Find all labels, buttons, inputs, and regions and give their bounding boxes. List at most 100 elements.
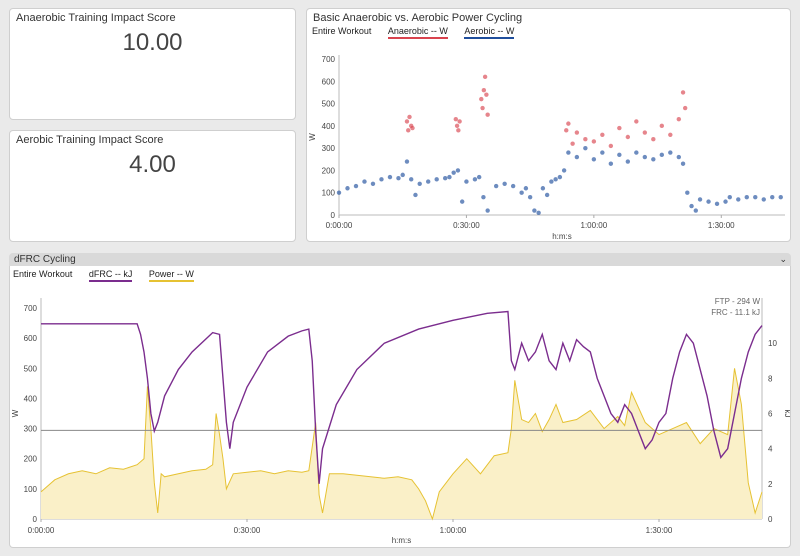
- aerobic-score-title: Aerobic Training Impact Score: [16, 134, 164, 146]
- x-tick-label: 1:00:00: [581, 221, 608, 230]
- anaerobic-score-card: Anaerobic Training Impact Score 10.00: [9, 8, 296, 120]
- aerobic-point: [459, 199, 465, 204]
- y-tick-label: 700: [322, 55, 336, 64]
- aerobic-point: [396, 176, 401, 181]
- y2-tick-label: 10: [768, 339, 777, 348]
- anaerobic-point: [570, 141, 575, 146]
- y-tick-label: 500: [24, 364, 38, 373]
- aerobic-point: [353, 183, 359, 189]
- x-tick-label: 0:30:00: [234, 526, 261, 535]
- aerobic-point: [426, 179, 431, 184]
- legend-scope: Entire Workout: [312, 26, 372, 36]
- aerobic-point: [400, 172, 405, 178]
- aerobic-point: [519, 190, 524, 195]
- anaerobic-point: [407, 114, 412, 120]
- dfrc-card: Entire Workout dFRC -- kJ Power -- W 0 10…: [9, 266, 791, 548]
- y2-tick-label: 8: [768, 374, 773, 383]
- x-tick-label: 1:30:00: [708, 221, 735, 230]
- aerobic-point: [387, 174, 393, 180]
- anaerobic-point: [457, 119, 462, 124]
- y-tick-label: 300: [24, 425, 38, 434]
- dfrc-panel-header[interactable]: dFRC Cycling ⌄: [9, 253, 791, 266]
- aerobic-point: [668, 150, 673, 155]
- aerobic-point: [370, 181, 376, 186]
- aerobic-point: [659, 152, 665, 158]
- y2-axis-label: kJ: [783, 410, 791, 418]
- aerobic-point: [362, 179, 367, 184]
- anaerobic-score-title: Anaerobic Training Impact Score: [16, 12, 176, 24]
- aerobic-point: [778, 194, 783, 200]
- aerobic-point: [557, 174, 563, 180]
- aerobic-point: [770, 194, 775, 200]
- anaerobic-point: [617, 125, 622, 131]
- anaerobic-point: [454, 123, 460, 129]
- anaerobic-point: [668, 132, 673, 137]
- y-tick-label: 200: [322, 166, 336, 175]
- power-area: [41, 368, 762, 519]
- anaerobic-point: [583, 137, 588, 142]
- anaerobic-point: [591, 139, 597, 144]
- anaerobic-point: [651, 137, 656, 142]
- power-cycling-card: Basic Anaerobic vs. Aerobic Power Cyclin…: [306, 8, 791, 242]
- power-cycling-chart[interactable]: 0 100 200 300 400 500 600 700 W 0:00:00 0:30:00 1:0…: [307, 9, 791, 242]
- x-tick-label: 0:00:00: [326, 221, 353, 230]
- y-tick-label: 400: [322, 122, 336, 131]
- anaerobic-point: [682, 105, 688, 111]
- legend-anaerobic[interactable]: Anaerobic -- W: [387, 26, 448, 39]
- aerobic-point: [434, 177, 439, 182]
- frc-annotation: FRC - 11.1 kJ: [711, 308, 760, 317]
- aerobic-point: [608, 161, 614, 166]
- aerobic-point: [540, 186, 546, 191]
- anaerobic-score-value: 10.00: [122, 29, 183, 56]
- chevron-down-icon[interactable]: ⌄: [779, 254, 787, 264]
- dfrc-legend: Entire Workout dFRC -- kJ Power -- W: [13, 269, 208, 282]
- x-tick-label: 0:30:00: [453, 221, 480, 230]
- anaerobic-point: [566, 121, 571, 126]
- legend-dfrc[interactable]: dFRC -- kJ: [88, 269, 133, 282]
- anaerobic-point: [482, 74, 488, 80]
- aerobic-point: [485, 208, 490, 213]
- y-tick-label: 100: [24, 485, 38, 494]
- aerobic-point: [583, 145, 588, 151]
- aerobic-point: [417, 181, 422, 186]
- legend-power[interactable]: Power -- W: [148, 269, 194, 282]
- anaerobic-point: [676, 116, 682, 122]
- aerobic-point: [532, 208, 537, 213]
- aerobic-point: [685, 190, 690, 195]
- y2-tick-label: 6: [768, 410, 773, 419]
- aerobic-point: [472, 177, 478, 182]
- anaerobic-point: [480, 105, 485, 111]
- aerobic-point: [510, 183, 516, 189]
- aerobic-point: [744, 194, 749, 200]
- aerobic-point: [447, 174, 452, 180]
- aerobic-point: [727, 194, 732, 200]
- aerobic-point: [634, 150, 639, 155]
- aerobic-point: [481, 194, 486, 200]
- y-tick-label: 600: [24, 334, 38, 343]
- aerobic-point: [553, 177, 558, 182]
- aerobic-point: [697, 197, 703, 202]
- aerobic-point: [642, 154, 648, 160]
- aerobic-point: [464, 179, 469, 184]
- aerobic-score-card: Aerobic Training Impact Score 4.00: [9, 130, 296, 242]
- anaerobic-point: [453, 116, 459, 122]
- anaerobic-point: [479, 96, 484, 102]
- aerobic-point: [625, 159, 631, 164]
- power-cycling-legend: Entire Workout Anaerobic -- W Aerobic --…: [312, 26, 528, 39]
- aerobic-point: [566, 150, 571, 155]
- aerobic-point: [693, 208, 698, 213]
- y-axis-label: W: [11, 409, 20, 417]
- aerobic-point: [493, 183, 499, 189]
- anaerobic-point: [642, 130, 648, 135]
- aerobic-point: [451, 170, 456, 175]
- y2-tick-label: 0: [768, 515, 773, 524]
- dfrc-chart[interactable]: 0 100 200 300 400 500 600 700 0 2 4 6 8 10 W kJ 0:00:00 0…: [10, 266, 791, 548]
- aerobic-point: [761, 197, 766, 202]
- aerobic-point: [442, 176, 448, 181]
- legend-aerobic[interactable]: Aerobic -- W: [464, 26, 515, 39]
- anaerobic-point: [564, 128, 569, 133]
- anaerobic-point: [456, 128, 461, 133]
- aerobic-point: [714, 201, 720, 207]
- y2-tick-label: 2: [768, 480, 773, 489]
- anaerobic-point: [634, 119, 639, 124]
